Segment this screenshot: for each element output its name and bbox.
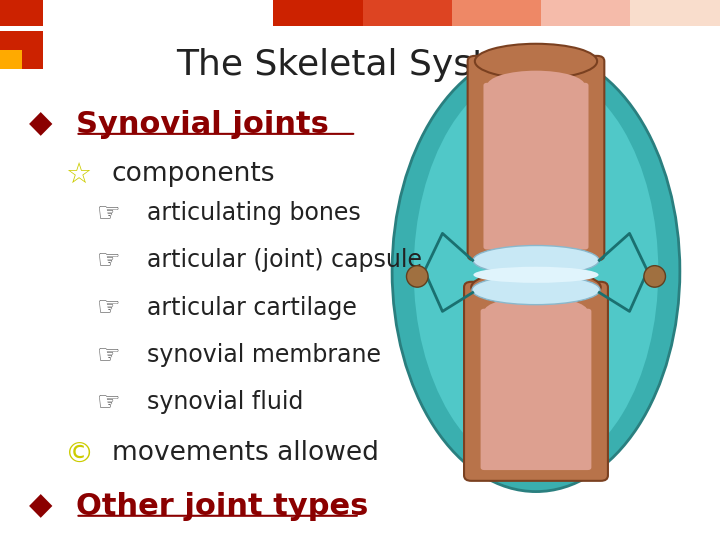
Text: synovial fluid: synovial fluid xyxy=(148,390,304,415)
Text: ©: © xyxy=(65,441,94,469)
Text: ◆: ◆ xyxy=(29,110,53,139)
FancyBboxPatch shape xyxy=(630,0,720,26)
Text: ☞: ☞ xyxy=(97,248,121,274)
Text: ☆: ☆ xyxy=(65,161,91,189)
Ellipse shape xyxy=(474,44,597,79)
FancyBboxPatch shape xyxy=(467,56,604,260)
Text: components: components xyxy=(112,161,275,187)
FancyBboxPatch shape xyxy=(363,0,453,26)
Ellipse shape xyxy=(484,296,588,326)
Text: movements allowed: movements allowed xyxy=(112,441,379,467)
Text: Synovial joints: Synovial joints xyxy=(76,110,328,139)
FancyBboxPatch shape xyxy=(452,0,541,26)
Text: ☞: ☞ xyxy=(97,390,121,416)
Ellipse shape xyxy=(407,266,428,287)
Text: ☞: ☞ xyxy=(97,343,121,369)
FancyBboxPatch shape xyxy=(464,282,608,481)
Ellipse shape xyxy=(472,275,600,305)
Text: ☞: ☞ xyxy=(97,201,121,227)
FancyBboxPatch shape xyxy=(541,0,631,26)
Text: ☞: ☞ xyxy=(97,296,121,322)
FancyBboxPatch shape xyxy=(483,83,588,249)
Ellipse shape xyxy=(487,71,585,100)
Text: articular (joint) capsule: articular (joint) capsule xyxy=(148,248,423,273)
FancyBboxPatch shape xyxy=(0,31,43,69)
Ellipse shape xyxy=(392,51,680,491)
Text: articular cartilage: articular cartilage xyxy=(148,296,357,320)
Ellipse shape xyxy=(644,266,665,287)
Ellipse shape xyxy=(473,267,598,283)
Ellipse shape xyxy=(414,69,658,472)
FancyBboxPatch shape xyxy=(0,0,43,26)
Ellipse shape xyxy=(471,269,600,305)
Text: Other joint types: Other joint types xyxy=(76,491,368,521)
Text: synovial membrane: synovial membrane xyxy=(148,343,382,367)
FancyBboxPatch shape xyxy=(274,0,364,26)
Ellipse shape xyxy=(473,246,599,275)
Text: The Skeletal System: The Skeletal System xyxy=(176,48,544,82)
Text: articulating bones: articulating bones xyxy=(148,201,361,225)
FancyBboxPatch shape xyxy=(0,50,22,69)
FancyBboxPatch shape xyxy=(480,309,591,470)
Text: ◆: ◆ xyxy=(29,491,53,521)
